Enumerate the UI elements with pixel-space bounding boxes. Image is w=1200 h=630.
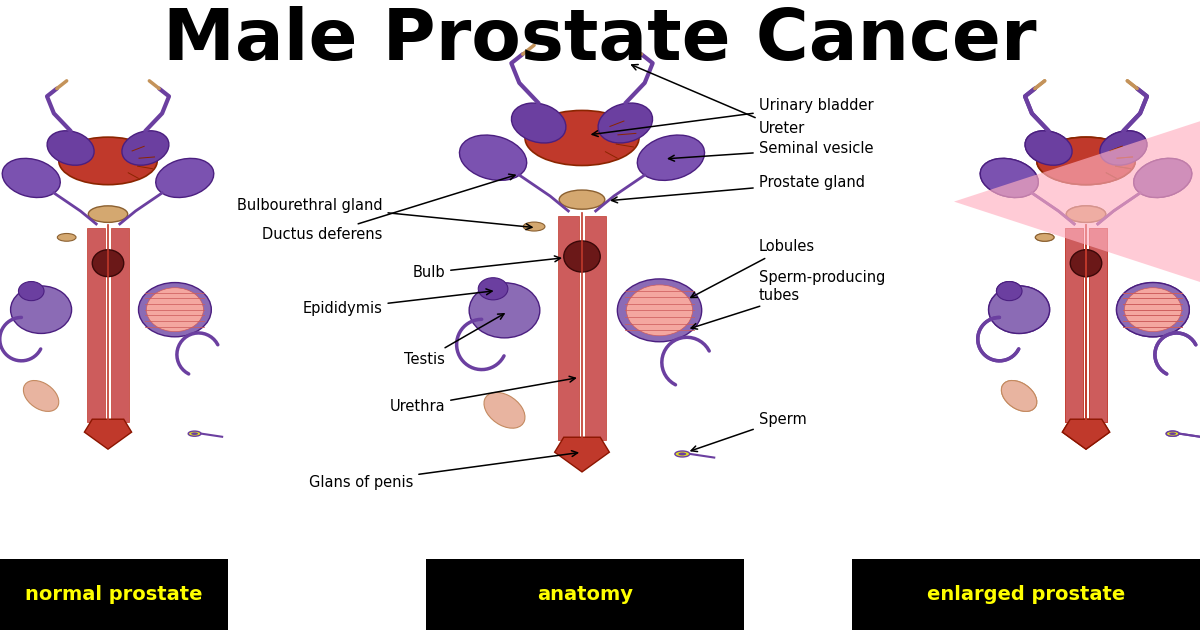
Bar (852, 559, 1200, 630)
Text: Ureter: Ureter (631, 64, 805, 137)
Ellipse shape (92, 249, 124, 277)
Ellipse shape (989, 286, 1050, 333)
Ellipse shape (1166, 431, 1178, 436)
Ellipse shape (23, 381, 59, 411)
Ellipse shape (637, 135, 704, 180)
Ellipse shape (564, 241, 600, 272)
Ellipse shape (523, 222, 545, 231)
Bar (1066, 228, 1084, 422)
Ellipse shape (1116, 283, 1189, 337)
Ellipse shape (47, 131, 94, 165)
Ellipse shape (479, 278, 508, 300)
Text: normal prostate: normal prostate (25, 585, 203, 604)
Bar (0, 559, 228, 630)
Ellipse shape (1169, 432, 1176, 435)
Ellipse shape (1166, 431, 1178, 436)
Ellipse shape (460, 135, 527, 180)
Text: Epididymis: Epididymis (302, 289, 492, 316)
Polygon shape (1062, 419, 1110, 449)
Ellipse shape (1001, 381, 1037, 411)
Ellipse shape (146, 288, 204, 331)
Text: Lobules: Lobules (691, 239, 815, 297)
Bar (88, 228, 106, 422)
Text: Prostate gland: Prostate gland (612, 175, 865, 203)
Ellipse shape (598, 103, 653, 143)
Ellipse shape (89, 206, 127, 222)
Ellipse shape (1037, 137, 1135, 185)
Ellipse shape (626, 285, 692, 336)
Ellipse shape (674, 451, 690, 457)
Text: Sperm: Sperm (691, 412, 806, 452)
Ellipse shape (996, 282, 1022, 301)
Ellipse shape (1116, 283, 1189, 337)
Text: Bulbourethral gland: Bulbourethral gland (236, 197, 532, 229)
Ellipse shape (1124, 288, 1182, 331)
Ellipse shape (1100, 131, 1147, 165)
Ellipse shape (1025, 131, 1072, 165)
Polygon shape (954, 113, 1200, 290)
Ellipse shape (1037, 137, 1135, 185)
Ellipse shape (1001, 381, 1037, 411)
Ellipse shape (1100, 131, 1147, 165)
Polygon shape (84, 419, 132, 449)
Polygon shape (1062, 419, 1110, 449)
Ellipse shape (1070, 249, 1102, 277)
Ellipse shape (59, 137, 157, 185)
Ellipse shape (526, 110, 640, 166)
Ellipse shape (2, 158, 60, 198)
Ellipse shape (1124, 288, 1182, 331)
Text: anatomy: anatomy (538, 585, 634, 604)
Ellipse shape (511, 103, 566, 143)
Text: Urinary bladder: Urinary bladder (592, 98, 874, 137)
Ellipse shape (1036, 234, 1054, 241)
Bar (1066, 228, 1084, 422)
Bar (558, 215, 578, 440)
Ellipse shape (1134, 158, 1192, 198)
Ellipse shape (58, 234, 76, 241)
Ellipse shape (11, 286, 72, 333)
Ellipse shape (156, 158, 214, 198)
Ellipse shape (138, 283, 211, 337)
Ellipse shape (980, 158, 1038, 198)
Ellipse shape (1067, 206, 1105, 222)
Ellipse shape (1169, 432, 1176, 435)
Ellipse shape (188, 431, 200, 436)
Ellipse shape (18, 282, 44, 301)
Ellipse shape (191, 432, 198, 435)
Ellipse shape (980, 158, 1038, 198)
Ellipse shape (469, 283, 540, 338)
Text: Glans of penis: Glans of penis (308, 450, 577, 490)
Text: Bulb: Bulb (413, 256, 560, 280)
Bar (586, 215, 606, 440)
Ellipse shape (996, 282, 1022, 301)
Bar (1088, 228, 1106, 422)
Text: Testis: Testis (404, 314, 504, 367)
Ellipse shape (1036, 234, 1054, 241)
Ellipse shape (1067, 206, 1105, 222)
Ellipse shape (1134, 158, 1192, 198)
Ellipse shape (989, 286, 1050, 333)
Ellipse shape (122, 131, 169, 165)
Text: Ductus deferens: Ductus deferens (262, 174, 515, 243)
Bar (1088, 228, 1106, 422)
Text: Seminal vesicle: Seminal vesicle (668, 141, 874, 161)
Bar (426, 559, 744, 630)
Ellipse shape (1025, 131, 1072, 165)
Text: Male Prostate Cancer: Male Prostate Cancer (163, 6, 1037, 76)
Text: Sperm-producing
tubes: Sperm-producing tubes (691, 270, 886, 329)
Polygon shape (554, 437, 610, 472)
Text: Urethra: Urethra (390, 376, 575, 414)
Ellipse shape (1070, 249, 1102, 277)
Text: enlarged prostate: enlarged prostate (926, 585, 1126, 604)
Bar (110, 228, 128, 422)
Ellipse shape (678, 452, 686, 455)
Ellipse shape (559, 190, 605, 209)
Ellipse shape (484, 392, 524, 428)
Ellipse shape (617, 279, 702, 341)
